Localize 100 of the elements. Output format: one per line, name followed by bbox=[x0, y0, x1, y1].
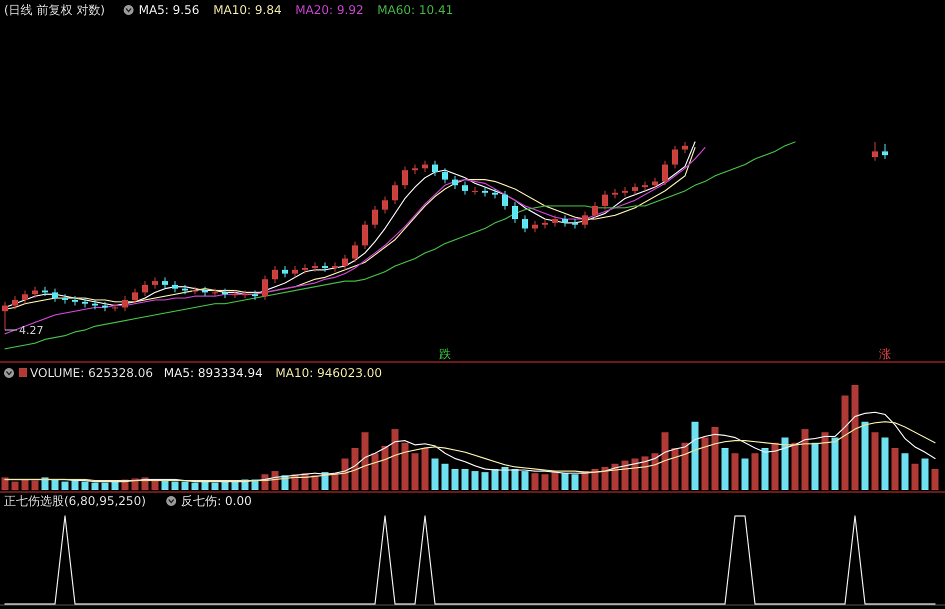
bar bbox=[632, 458, 638, 490]
candlestick bbox=[382, 196, 388, 214]
candlestick bbox=[432, 160, 438, 176]
bar bbox=[12, 482, 18, 490]
text: MA20: 9.92 bbox=[295, 3, 364, 17]
bar bbox=[432, 458, 438, 490]
bar bbox=[562, 473, 568, 490]
bar bbox=[622, 460, 628, 490]
candlestick bbox=[582, 211, 588, 229]
candlestick bbox=[482, 186, 488, 198]
candlestick bbox=[62, 294, 68, 304]
bar bbox=[472, 471, 478, 490]
bar bbox=[842, 396, 848, 490]
bar bbox=[702, 438, 708, 490]
bar bbox=[312, 475, 318, 490]
candlestick bbox=[522, 214, 528, 233]
candlestick bbox=[312, 262, 318, 272]
bar bbox=[672, 448, 678, 490]
bar bbox=[742, 458, 748, 490]
candlestick bbox=[422, 160, 428, 173]
bar bbox=[792, 442, 798, 490]
candlestick bbox=[162, 276, 168, 290]
bar bbox=[42, 477, 48, 490]
bar bbox=[802, 429, 808, 490]
candlestick bbox=[142, 280, 148, 297]
candlestick bbox=[132, 288, 138, 304]
bar bbox=[112, 482, 118, 490]
bar bbox=[412, 453, 418, 490]
bar bbox=[902, 453, 908, 490]
bar bbox=[822, 432, 828, 490]
candlestick bbox=[22, 290, 28, 304]
candlestick bbox=[682, 142, 688, 154]
bar bbox=[602, 466, 608, 490]
candlestick bbox=[332, 262, 338, 272]
bar bbox=[82, 482, 88, 490]
candlestick bbox=[72, 296, 78, 306]
candlestick bbox=[172, 280, 178, 293]
candlestick bbox=[502, 190, 508, 210]
text: 涨 bbox=[879, 347, 891, 361]
bar bbox=[552, 472, 558, 490]
bar bbox=[402, 442, 408, 490]
bar bbox=[642, 456, 648, 490]
bar bbox=[542, 474, 548, 490]
candlestick bbox=[52, 288, 58, 302]
candlestick bbox=[442, 168, 448, 184]
bar bbox=[422, 448, 428, 490]
bar bbox=[912, 464, 918, 490]
candlestick bbox=[342, 254, 348, 270]
bar bbox=[392, 429, 398, 490]
bar bbox=[512, 469, 518, 490]
bar bbox=[192, 482, 198, 490]
bar bbox=[872, 432, 878, 490]
candlestick bbox=[292, 266, 298, 278]
bar bbox=[452, 469, 458, 490]
bar bbox=[862, 422, 868, 490]
candlestick bbox=[92, 299, 98, 310]
bar bbox=[212, 482, 218, 490]
candlestick bbox=[152, 276, 158, 290]
candlestick bbox=[352, 241, 358, 263]
text: MA5: 893334.94 bbox=[164, 366, 263, 380]
bar bbox=[712, 427, 718, 490]
annotation: 4.27 bbox=[19, 324, 44, 337]
candlestick bbox=[202, 286, 208, 297]
text: MA5: 9.56 bbox=[138, 3, 200, 17]
text: 反七伤: 0.00 bbox=[181, 494, 252, 508]
candlestick bbox=[882, 143, 888, 160]
bar bbox=[162, 480, 168, 490]
chart-title: 正七伤选股(6,80,95,250) bbox=[4, 494, 146, 508]
bar bbox=[102, 482, 108, 490]
bar bbox=[682, 442, 688, 490]
text: MA10: 946023.00 bbox=[275, 366, 382, 380]
candlestick bbox=[372, 205, 378, 229]
candlestick bbox=[402, 166, 408, 190]
candlestick bbox=[872, 142, 878, 162]
legend-label: VOLUME: 625328.06 bbox=[30, 366, 153, 380]
bar bbox=[532, 473, 538, 490]
candlestick bbox=[642, 180, 648, 192]
candlestick bbox=[322, 262, 328, 272]
bar bbox=[572, 474, 578, 490]
bar bbox=[752, 453, 758, 490]
candlestick bbox=[592, 202, 598, 220]
candlestick bbox=[302, 264, 308, 274]
bar bbox=[92, 482, 98, 490]
bar bbox=[892, 448, 898, 490]
bar bbox=[932, 469, 938, 490]
bar bbox=[22, 480, 28, 490]
bar bbox=[492, 469, 498, 490]
bar bbox=[502, 466, 508, 490]
candlestick bbox=[462, 180, 468, 196]
candlestick bbox=[122, 296, 128, 312]
bar bbox=[72, 480, 78, 490]
candlestick bbox=[512, 202, 518, 224]
candlestick bbox=[262, 274, 268, 300]
candlestick bbox=[662, 160, 668, 186]
bar bbox=[612, 464, 618, 490]
text: MA60: 10.41 bbox=[377, 3, 454, 17]
candlestick bbox=[2, 301, 8, 330]
bar bbox=[2, 477, 8, 490]
candlestick bbox=[32, 286, 38, 299]
candlestick bbox=[632, 182, 638, 196]
